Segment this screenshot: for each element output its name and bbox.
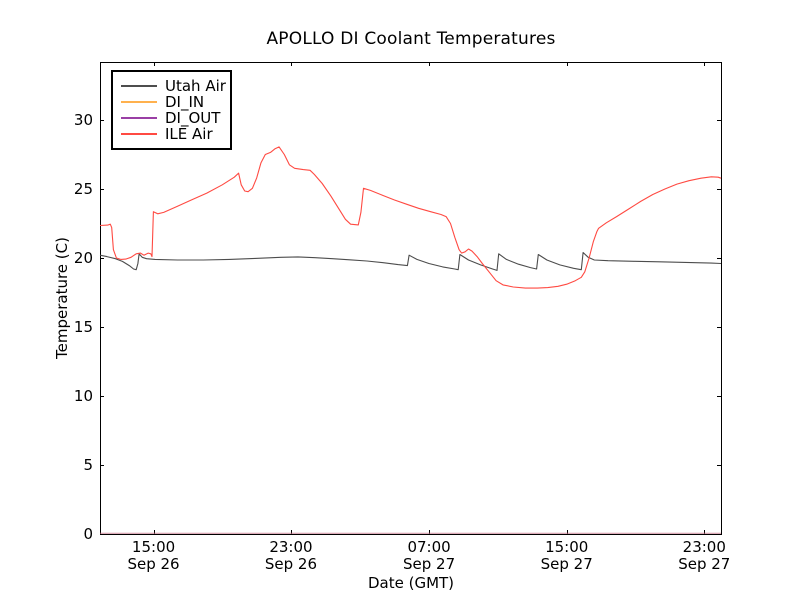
x-tick-date: Sep 26 (264, 555, 318, 573)
x-tick-label: 07:00 Sep 27 (381, 539, 477, 573)
x-tick-date: Sep 27 (678, 555, 731, 573)
legend: Utah Air DI_IN DI_OUT ILE Air (111, 70, 232, 150)
legend-label-ile-air: ILE Air (165, 125, 213, 143)
series-line-ile-air (99, 146, 722, 289)
legend-item-ile-air: ILE Air (121, 126, 222, 142)
series-line-utah-air (99, 251, 722, 271)
y-axis-label: Temperature (C) (53, 237, 71, 359)
x-tick-time: 15:00 (545, 538, 589, 556)
y-tick-label: 30 (73, 110, 93, 129)
legend-label-utah-air: Utah Air (165, 77, 226, 95)
di-in-line-swatch (121, 101, 157, 103)
x-tick-time: 23:00 (682, 538, 726, 556)
x-tick-time: 23:00 (269, 538, 313, 556)
y-tick-label: 15 (73, 317, 93, 336)
di-out-line-swatch (121, 117, 157, 119)
ile-air-line-swatch (121, 133, 157, 135)
x-tick-label: 23:00 Sep 27 (656, 539, 752, 573)
y-tick-label: 10 (73, 386, 93, 405)
legend-label-di-in: DI_IN (165, 93, 205, 111)
x-tick-label: 23:00 Sep 26 (243, 539, 339, 573)
legend-item-utah-air: Utah Air (121, 78, 226, 94)
axes-spines (100, 62, 722, 535)
y-tick-label: 20 (73, 248, 93, 267)
y-tick-label: 5 (83, 455, 93, 474)
x-tick-label: 15:00 Sep 26 (106, 539, 202, 573)
x-tick-time: 07:00 (407, 538, 451, 556)
x-axis-label: Date (GMT) (367, 574, 455, 592)
legend-label-di-out: DI_OUT (165, 109, 221, 127)
y-tick-label: 0 (83, 525, 93, 543)
x-tick-date: Sep 26 (127, 555, 180, 573)
x-tick-date: Sep 27 (403, 555, 456, 573)
legend-item-di-out: DI_OUT (121, 110, 222, 126)
y-tick-label: 25 (73, 179, 93, 198)
x-tick-label: 15:00 Sep 27 (519, 539, 615, 573)
x-tick-date: Sep 27 (540, 555, 593, 573)
legend-item-di-in: DI_IN (121, 94, 222, 110)
utah-air-line-swatch (121, 85, 157, 87)
chart-title: APOLLO DI Coolant Temperatures (266, 29, 556, 49)
x-tick-time: 15:00 (131, 538, 176, 556)
